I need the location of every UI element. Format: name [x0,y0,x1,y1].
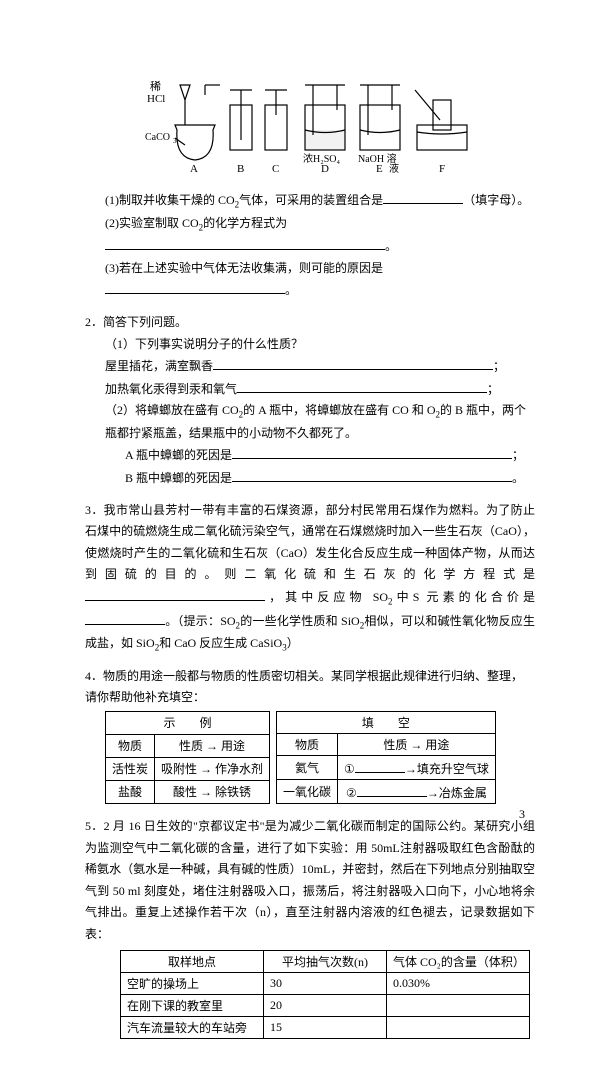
cell: 汽车流量较大的车站旁 [121,1016,264,1038]
q5-table: 取样地点 平均抽气次数(n) 气体 CO₂的含量（体积） 空旷的操场上300.0… [120,950,530,1039]
svg-text:D: D [321,163,329,175]
th: 示 例 [106,711,270,734]
q2: 2．简答下列问题。 [85,312,535,334]
cell: ① →填充升空气球 [338,755,496,779]
num: 2． [85,315,103,329]
text: B 瓶中蟑螂的死因是 [125,471,232,485]
q2-p1b: 加热氧化汞得到汞和氧气； [105,378,535,401]
blank [105,279,285,294]
text: ① [344,762,355,776]
text: 加热氧化汞得到汞和氧气 [105,382,237,396]
cell: 盐酸 [106,780,155,803]
text: 中S 元素的化合价是 [393,590,535,604]
cell: 物质 [277,733,338,755]
blank [383,189,463,204]
cell: 物质 [106,734,155,757]
q4: 4．物质的用途一般都与物质的性质密切相关。某同学根据此规律进行归纳、整理，请你帮… [85,666,535,709]
text: ） [287,636,299,650]
text: 2 月 16 日生效的"京都议定书"是为减少二氧化碳而制定的国际公约。某研究小组… [85,819,535,941]
text: （2）将蟑螂放在盛有 CO [105,403,239,417]
q2-p2: （2）将蟑螂放在盛有 CO2的 A 瓶中，将蟑螂放在盛有 CO 和 O2的 B … [105,400,535,444]
text: →冶炼金属 [427,786,487,800]
cell: 性质 → 用途 [155,734,270,757]
cell: 活性炭 [106,757,155,780]
cell: 吸附性 → 作净水剂 [155,757,270,780]
q4-tables: 示 例 物质性质 → 用途 活性炭吸附性 → 作净水剂 盐酸酸性 → 除铁锈 填… [105,709,535,806]
text: 。 [285,283,297,297]
q1-line1: (1)制取并收集干燥的 CO2气体，可采用的装置组合是（填字母）。 [105,189,535,213]
text: (1)制取并收集干燥的 CO [105,193,235,207]
q3: 3．我市常山县芳村一带有丰富的石煤资源，部分村民常用石煤作为燃料。为了防止石煤中… [85,500,535,656]
text: 的 A 瓶中，将蟑螂放在盛有 CO 和 O [243,403,435,417]
svg-text:B: B [237,163,244,175]
cell: 氦气 [277,755,338,779]
text: 的一些化学性质和 SiO [240,614,360,628]
cell: 性质 → 用途 [338,733,496,755]
th: 平均抽气次数(n) [264,950,387,972]
cell [387,994,530,1016]
text: 和 CaO 反应生成 CaSiO [159,636,282,650]
q1-line2: (2)实验室制取 CO2的化学方程式为。 [105,213,535,258]
cell: ② →冶炼金属 [338,779,496,803]
text: 的化学方程式为 [203,216,287,230]
text: (2)实验室制取 CO [105,216,199,230]
text: (3)若在上述实验中气体无法收集满，则可能的原因是 [105,261,383,275]
blank [85,586,265,601]
q4-left-table: 示 例 物质性质 → 用途 活性炭吸附性 → 作净水剂 盐酸酸性 → 除铁锈 [105,711,270,804]
cell: 0.030% [387,972,530,994]
text: 我市常山县芳村一带有丰富的石煤资源，部分村民常用石煤作为燃料。为了防止石煤中的硫… [85,503,535,582]
svg-text:F: F [439,163,445,175]
text: ，其中反应物 SO [265,590,388,604]
blank [357,782,427,797]
cell: 酸性 → 除铁锈 [155,780,270,803]
text: 屋里插花，满室飘香 [105,359,213,373]
q1-line3: (3)若在上述实验中气体无法收集满，则可能的原因是。 [105,258,535,302]
cell: 一氧化碳 [277,779,338,803]
blank [355,758,405,773]
cell: 空旷的操场上 [121,972,264,994]
th: 填 空 [277,711,496,733]
num: 5． [85,819,104,833]
q2-aA: A 瓶中蟑螂的死因是； [125,444,535,467]
cell: 20 [264,994,387,1016]
svg-text:A: A [190,163,198,175]
svg-text:E: E [376,163,383,175]
num: 4． [85,669,103,683]
title: 简答下列问题。 [103,315,187,329]
svg-text:HCl: HCl [147,93,165,105]
blank [213,355,493,370]
text: 。 [385,239,397,253]
text: →填充升空气球 [405,762,489,776]
q2-p1: （1）下列事实说明分子的什么性质？ [105,334,535,356]
cell: 在刚下课的教室里 [121,994,264,1016]
q2-p1a: 屋里插花，满室飘香； [105,355,535,378]
blank [232,467,512,482]
q4-right-table: 填 空 物质性质 → 用途 氦气 ① →填充升空气球 一氧化碳 ② →冶炼金属 [276,711,496,804]
text: 。（提示：SO [165,614,236,628]
svg-text:液: 液 [389,162,399,175]
text: 气体，可采用的装置组合是 [239,193,383,207]
cell: 30 [264,972,387,994]
apparatus-diagram: 稀 HCl CaCO 3 A B C [145,80,535,179]
svg-text:C: C [272,163,279,175]
text: 物质的用途一般都与物质的性质密切相关。某同学根据此规律进行归纳、整理，请你帮助他… [85,669,523,705]
svg-text:CaCO: CaCO [145,132,170,143]
blank [85,610,165,625]
svg-text:稀: 稀 [150,80,161,93]
th: 气体 CO₂的含量（体积） [387,950,530,972]
blank [237,378,487,393]
blank [105,235,385,250]
text: ② [346,786,357,800]
th: 取样地点 [121,950,264,972]
q2-aB: B 瓶中蟑螂的死因是。 [125,467,535,490]
text: A 瓶中蟑螂的死因是 [125,448,232,462]
text: （填字母）。 [463,193,529,207]
blank [232,444,512,459]
page-number: 3 [519,807,525,822]
num: 3． [85,503,104,517]
cell: 15 [264,1016,387,1038]
q5: 5．2 月 16 日生效的"京都议定书"是为减少二氧化碳而制定的国际公约。某研究… [85,816,535,946]
cell [387,1016,530,1038]
